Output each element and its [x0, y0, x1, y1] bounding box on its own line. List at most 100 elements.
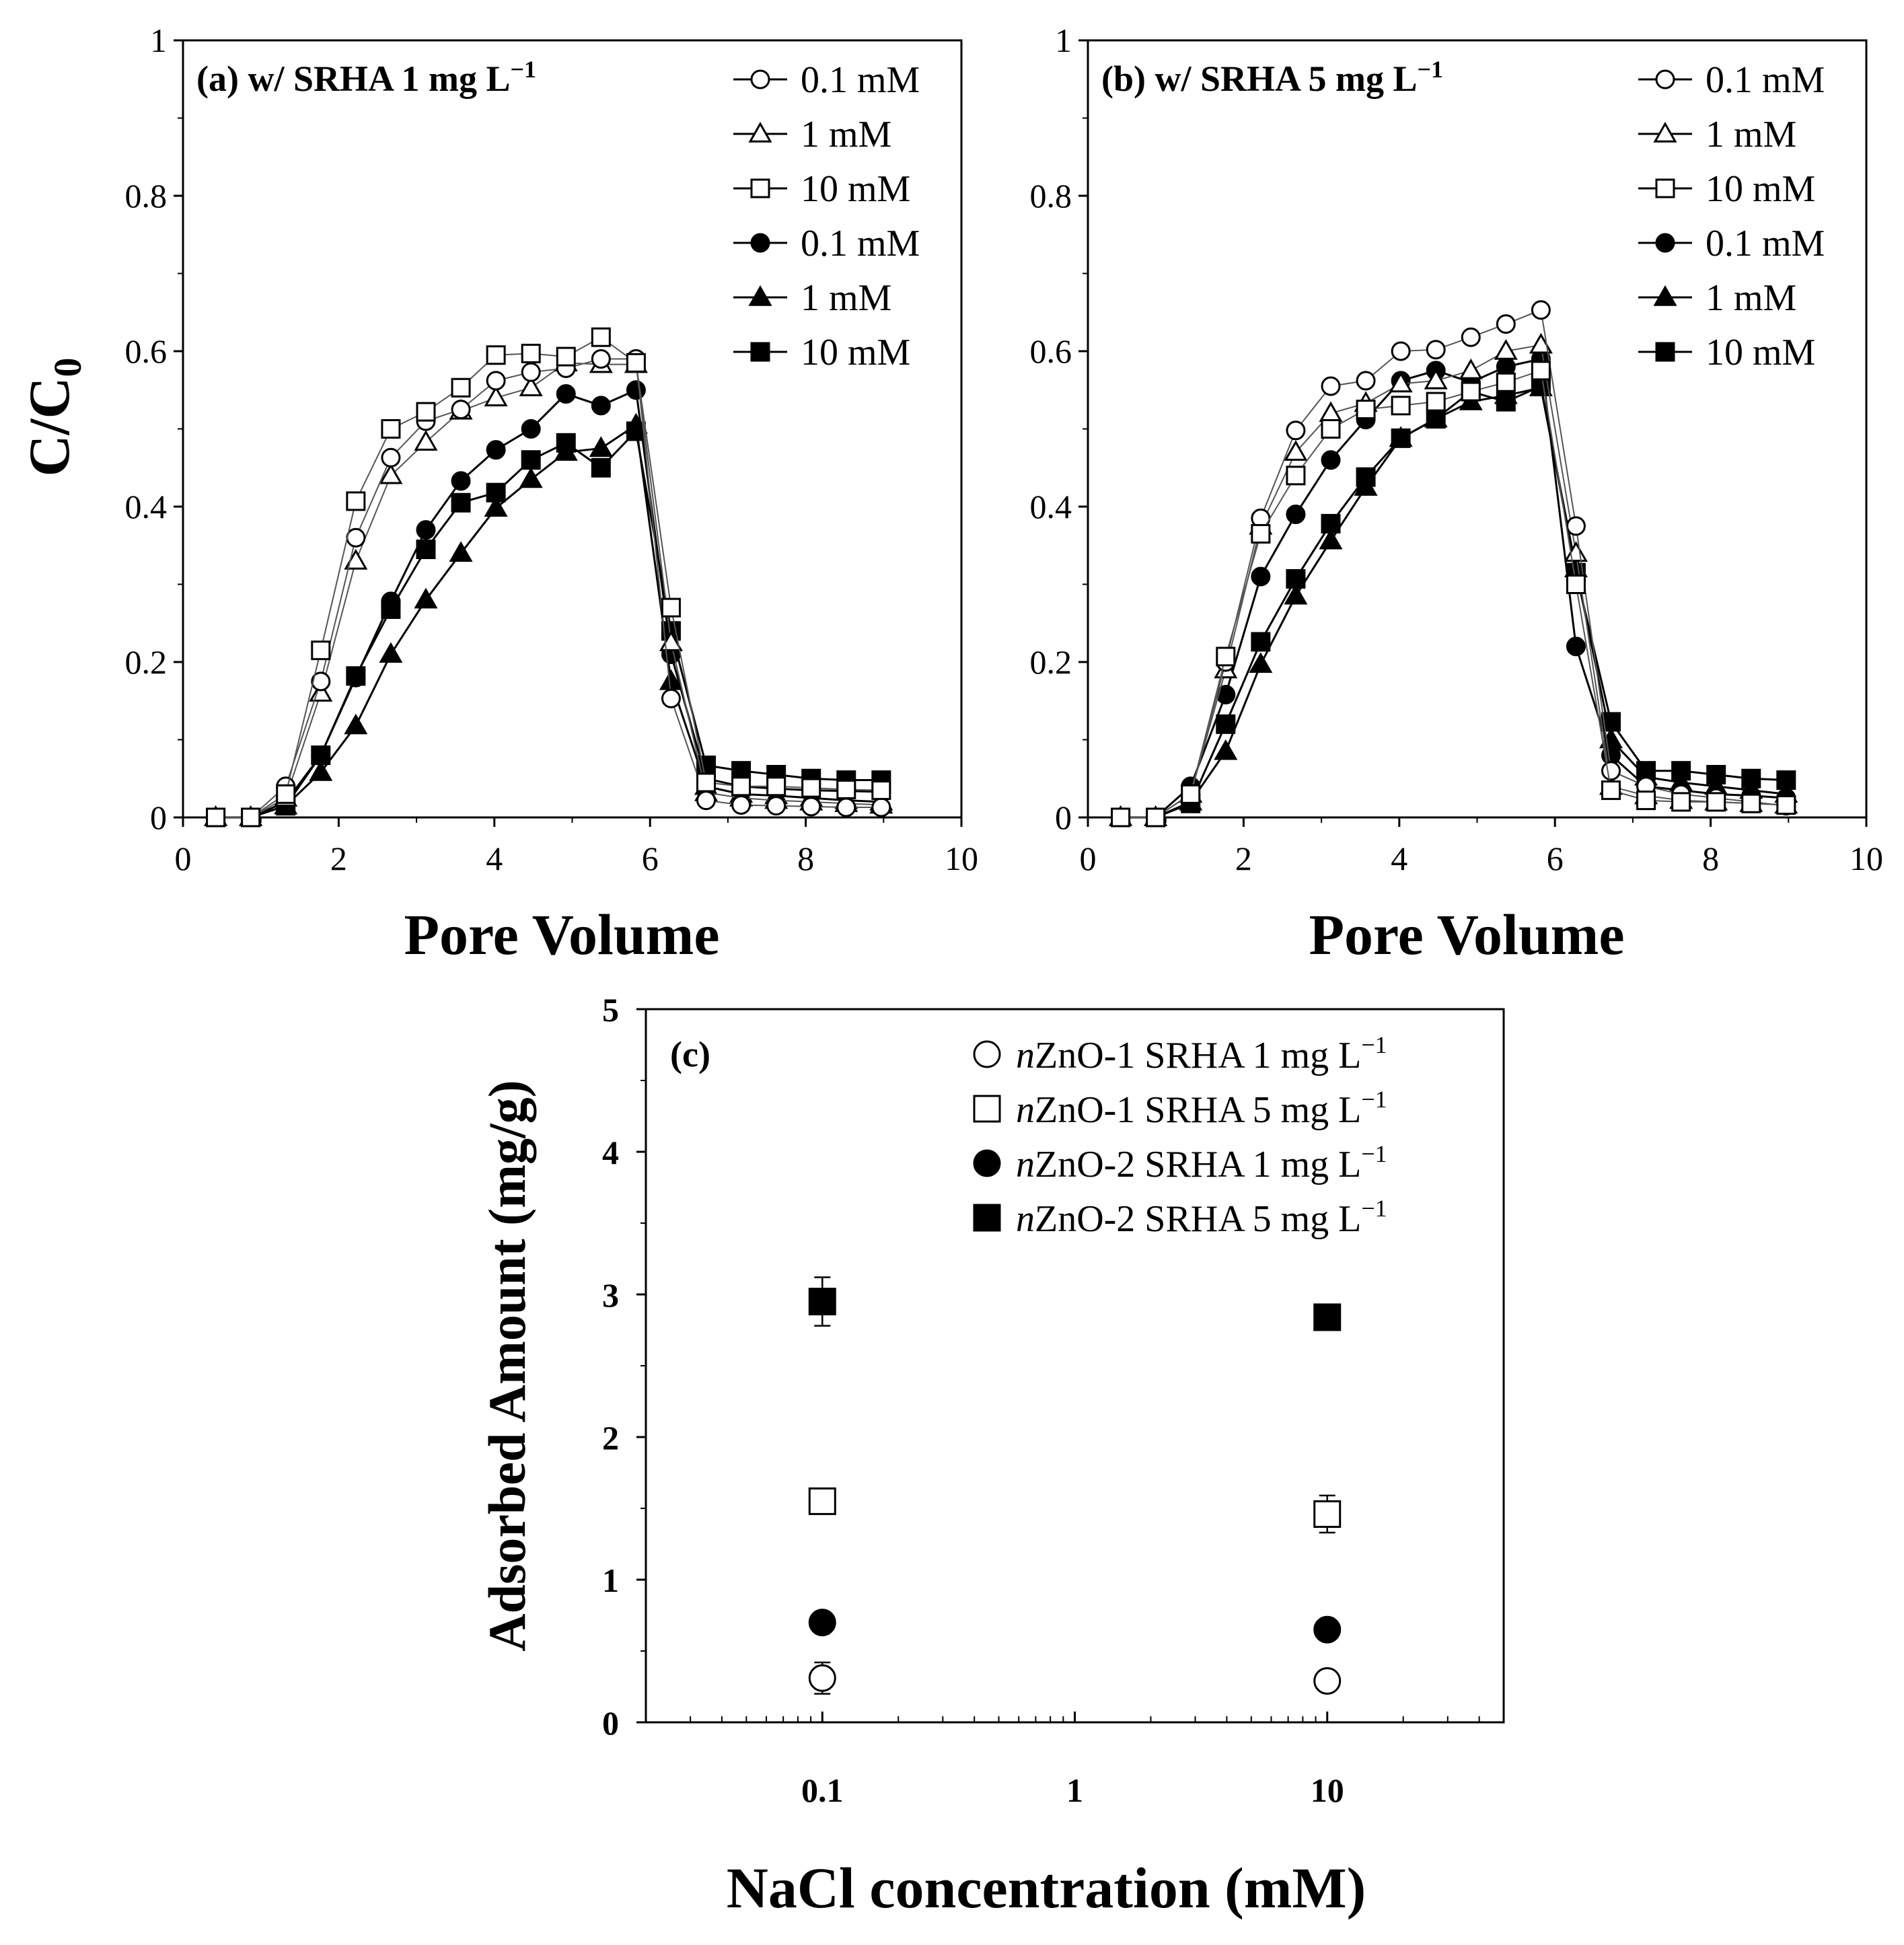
data-point-series-1	[414, 430, 438, 451]
legend-marker-1	[973, 1095, 1001, 1123]
data-point-series-5	[556, 433, 576, 453]
data-point-series-4	[344, 713, 368, 735]
y-tick-label: 4	[602, 1134, 619, 1171]
y-tick-label: 3	[602, 1276, 619, 1314]
legend-label: 10 mM	[1706, 332, 1815, 373]
legend-marker-2	[750, 178, 770, 198]
legend-label: nZnO-1 SRHA 5 mg L−1	[1016, 1086, 1387, 1131]
data-point-series-4	[589, 436, 613, 457]
data-point-series-0	[808, 1664, 836, 1692]
legend-marker-3	[973, 1204, 1001, 1232]
data-point-series-0	[1461, 327, 1481, 347]
data-point-series-4	[309, 760, 333, 781]
data-point-series-0	[836, 797, 856, 817]
data-point-series-1	[519, 375, 543, 396]
data-point-series-3	[556, 384, 576, 404]
data-point-series-1	[1319, 401, 1343, 423]
legend-label: 10 mM	[801, 168, 910, 210]
data-point-series-0	[521, 362, 541, 382]
data-point-series-2	[801, 778, 821, 798]
data-point-series-2	[1426, 392, 1446, 412]
data-point-series-2	[556, 346, 576, 367]
data-point-series-2	[871, 780, 891, 801]
panel-a-ticks: 0 2 4 6 8 10 0 0.2 0.4 0.6 0.8 1	[125, 22, 979, 877]
legend-marker-0	[750, 69, 770, 89]
data-point-series-2	[1706, 792, 1726, 812]
panel-b-series	[1109, 300, 1798, 828]
data-point-series-2	[1566, 575, 1586, 594]
data-point-series-1	[1564, 541, 1588, 562]
data-point-series-4	[1249, 652, 1273, 673]
legend-marker-4	[748, 285, 772, 306]
y-tick-label: 0.2	[1030, 643, 1072, 681]
data-point-series-3	[808, 1288, 836, 1316]
legend-label: 1 mM	[801, 114, 891, 155]
x-tick-label: 4	[1391, 840, 1407, 877]
x-tick-label: 6	[642, 840, 659, 877]
legend-label: 0.1 mM	[1706, 223, 1825, 264]
data-point-series-2	[346, 491, 366, 511]
data-point-series-2	[808, 1609, 836, 1637]
y-tick-label: 0.8	[125, 177, 168, 215]
data-point-series-1	[379, 463, 403, 484]
y-tick-label: 1	[1055, 22, 1072, 59]
panel-a: 0 2 4 6 8 10 0 0.2 0.4 0.6 0.8 1 (a) w/ SRHA 1 mg L…	[17, 22, 978, 967]
data-point-series-0	[661, 688, 681, 708]
data-point-series-2	[1741, 793, 1761, 813]
legend-marker-3	[750, 233, 770, 253]
data-point-series-2	[1216, 647, 1236, 667]
data-point-series-0	[1601, 761, 1621, 781]
panel-a-label: (a) w/ SRHA 1 mg L−1	[196, 56, 536, 99]
panel-b-label: (b) w/ SRHA 5 mg L−1	[1101, 56, 1443, 99]
y-tick-label: 0	[602, 1704, 619, 1742]
data-point-series-2	[626, 353, 646, 373]
data-point-series-5	[1251, 632, 1271, 652]
y-tick-label: 0.2	[125, 643, 168, 681]
data-point-series-1	[1284, 440, 1308, 461]
legend-label: 1 mM	[1706, 277, 1796, 319]
data-point-series-2	[1286, 466, 1306, 486]
data-point-series-2	[696, 772, 717, 793]
legend-marker-1	[748, 122, 772, 143]
panel-c-series	[808, 1276, 1342, 1695]
data-point-series-2	[731, 776, 752, 797]
x-tick-label: 2	[1235, 840, 1252, 877]
legend-label: 1 mM	[1706, 114, 1796, 155]
data-point-series-2	[241, 807, 261, 828]
data-point-series-2	[1776, 795, 1796, 815]
data-point-series-3	[1286, 505, 1306, 525]
data-point-series-2	[1671, 792, 1691, 812]
legend-label: nZnO-2 SRHA 5 mg L−1	[1016, 1195, 1387, 1240]
y-tick-label: 0.6	[1030, 332, 1072, 370]
x-tick-label: 4	[486, 840, 503, 877]
data-point-series-4	[1319, 528, 1343, 550]
data-point-series-3	[416, 520, 436, 540]
data-point-series-5	[1321, 513, 1341, 534]
series-line-0	[1120, 309, 1786, 818]
panel-c-x-axis-title: NaCl concentration (mM)	[727, 1856, 1366, 1920]
data-point-series-5	[486, 482, 506, 503]
legend-label: 1 mM	[801, 277, 891, 319]
data-point-series-3	[521, 419, 541, 439]
data-point-series-2	[1391, 396, 1411, 416]
x-tick-label: 8	[1702, 840, 1719, 877]
data-point-series-2	[311, 640, 331, 661]
data-point-series-0	[1286, 420, 1306, 441]
panel-b-plot-frame	[1087, 39, 1868, 819]
panel-a-y-axis-title: C/C0	[17, 357, 89, 476]
data-point-series-3	[381, 591, 401, 612]
data-point-series-4	[1214, 739, 1238, 760]
y-tick-label: 5	[602, 991, 619, 1029]
x-tick-label: 8	[797, 840, 814, 877]
panel-c-y-axis-title: Adsorbed Amount (mg/g)	[478, 1080, 536, 1651]
data-point-series-2	[1356, 400, 1376, 420]
y-tick-label: 0.8	[1030, 177, 1072, 215]
panel-a-legend: 0.1 mM 1 mM 10 mM 0.1 mM 1 mM 10 mM	[733, 59, 920, 373]
data-point-series-0	[696, 791, 717, 811]
y-tick-label: 0.4	[125, 488, 168, 525]
y-tick-label: 1	[602, 1562, 619, 1599]
x-tick-label: 6	[1547, 840, 1564, 877]
y-tick-label: 0	[150, 799, 167, 836]
